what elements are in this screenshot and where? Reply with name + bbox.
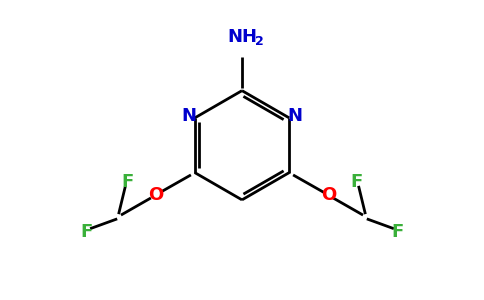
Text: NH: NH (227, 28, 257, 46)
Text: F: F (350, 173, 363, 191)
Text: F: F (80, 223, 92, 241)
Text: F: F (121, 173, 134, 191)
Text: N: N (287, 106, 302, 124)
Text: F: F (392, 223, 404, 241)
Text: 2: 2 (255, 35, 264, 48)
Text: O: O (148, 186, 163, 204)
Text: N: N (182, 106, 197, 124)
Text: O: O (321, 186, 336, 204)
